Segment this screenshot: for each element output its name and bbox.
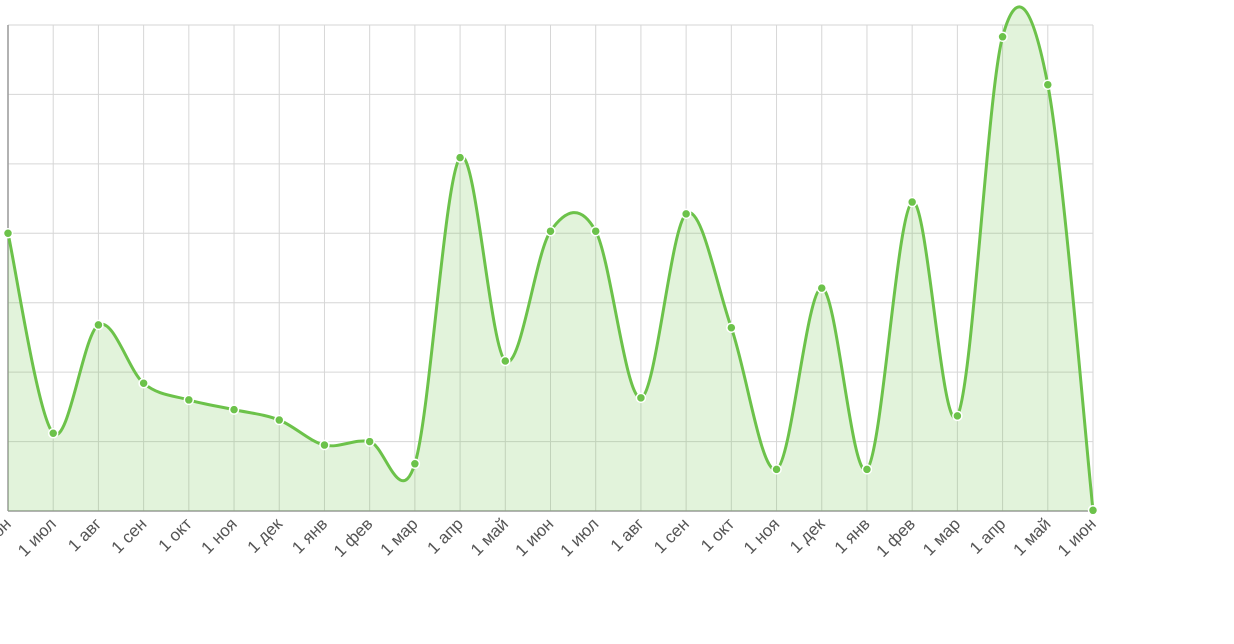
x-tick-label: 1 фев: [330, 514, 376, 560]
x-tick-label: 1 окт: [697, 514, 738, 555]
x-tick-label: 1 май: [467, 514, 512, 559]
x-tick-label: 1 май: [1009, 514, 1054, 559]
x-tick-label: 1 окт: [155, 514, 196, 555]
point: [138, 378, 149, 389]
x-tick-label: 1 сен: [108, 514, 151, 557]
x-tick-label: 1 сен: [650, 514, 693, 557]
x-tick-label: 1 фев: [873, 514, 919, 560]
x-tick-label: 1 июн: [511, 514, 557, 560]
x-tick-label: 1 янв: [288, 514, 331, 557]
point: [680, 208, 692, 220]
point: [319, 439, 330, 451]
x-tick-label: 1 ноя: [198, 514, 241, 557]
x-tick-label: 1 ноя: [740, 514, 783, 557]
point: [1042, 79, 1054, 90]
x-tick-label: 1 апр: [424, 514, 467, 557]
x-tick-label: 1 июл: [557, 514, 603, 560]
point: [228, 404, 240, 415]
x-tick-label: 1 авг: [607, 514, 648, 555]
area-fill: [8, 6, 1093, 511]
x-tick-label: 1 мар: [377, 514, 422, 559]
point: [590, 225, 601, 237]
point: [47, 427, 59, 439]
point: [726, 322, 737, 333]
x-tick-label: 1 дек: [786, 514, 829, 557]
point: [2, 228, 14, 239]
x-tick-label: 1 мар: [919, 514, 964, 559]
point: [906, 196, 918, 208]
point: [93, 319, 104, 331]
x-tick-label: 1 янв: [831, 514, 874, 557]
x-tick-label: 1 июл: [14, 514, 60, 560]
x-tick-label: 1 апр: [966, 514, 1009, 557]
point: [952, 410, 963, 422]
point: [635, 392, 647, 404]
x-tick-label: 1 дек: [244, 514, 287, 557]
point: [274, 414, 285, 426]
x-tick-label: 1 июн: [0, 514, 15, 560]
point: [861, 464, 873, 475]
point: [545, 225, 556, 237]
point: [364, 436, 375, 447]
x-tick-label: 1 авг: [64, 514, 105, 555]
x-tick-label: 1 июн: [1054, 514, 1100, 560]
point: [997, 31, 1008, 43]
point: [454, 152, 466, 163]
point: [500, 355, 511, 367]
point: [1087, 505, 1099, 516]
point: [816, 282, 827, 294]
point: [183, 394, 195, 406]
point: [771, 464, 782, 475]
point: [409, 458, 421, 470]
